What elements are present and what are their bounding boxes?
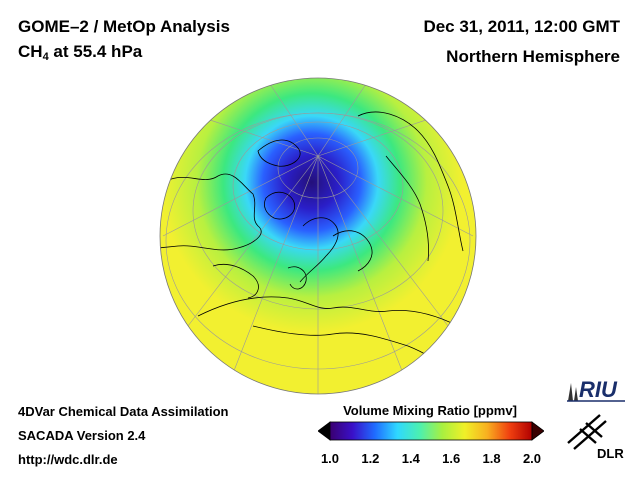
globe-svg (159, 77, 477, 395)
colorbar-low-arrow (317, 421, 331, 441)
colorbar-tick-label: 1.0 (320, 451, 340, 466)
colorbar-tick-label: 1.2 (361, 451, 380, 466)
graticule (162, 80, 474, 394)
riu-logo: RIU (565, 373, 627, 403)
pressure-level: at 55.4 hPa (48, 42, 143, 61)
credit-url[interactable]: http://wdc.dlr.de (18, 452, 118, 467)
globe-map (158, 76, 478, 396)
credit-version: SACADA Version 2.4 (18, 428, 146, 443)
dlr-logo-icon (566, 413, 618, 459)
colorbar-tick-label: 2.0 (522, 451, 542, 466)
colorbar-gradient (329, 421, 533, 441)
credit-assimilation: 4DVar Chemical Data Assimilation (18, 404, 229, 419)
region-label: Northern Hemisphere (446, 47, 620, 66)
species-name: CH (18, 42, 43, 61)
species-subscript: 4 (42, 51, 49, 63)
colorbar-tick-label: 1.6 (442, 451, 461, 466)
date-time: Dec 31, 2011, 12:00 GMT (423, 17, 620, 36)
riu-logo-text: RIU (579, 377, 618, 402)
coastlines (160, 111, 464, 372)
globe-outline (159, 77, 477, 395)
colorbar-high-arrow (531, 421, 545, 441)
colorbar-title: Volume Mixing Ratio [ppmv] (343, 403, 517, 418)
colorbar-tick-label: 1.4 (401, 451, 420, 466)
colorbar-tick-label: 1.8 (482, 451, 501, 466)
species-level-title: CH4 at 55.4 hPa (18, 42, 142, 63)
title-line1: GOME–2 / MetOp Analysis (18, 17, 230, 36)
dlr-logo-text: DLR (597, 446, 624, 461)
colorbar-svg (317, 421, 545, 441)
colorbar (317, 421, 545, 441)
